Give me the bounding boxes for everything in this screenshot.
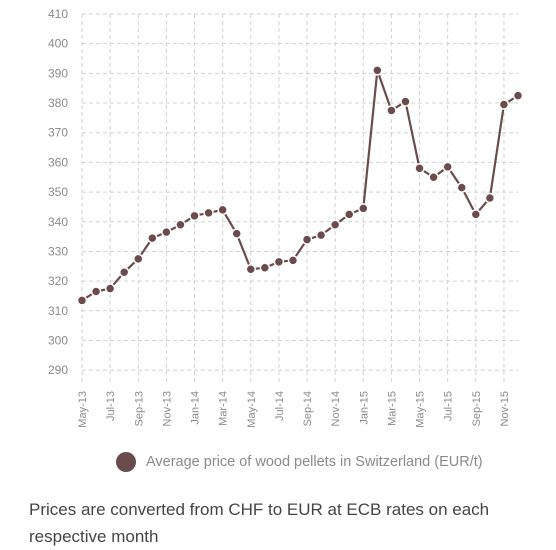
line-chart: 290300310320330340350360370380390400410 … [48,7,524,428]
x-tick-label: Jan-15 [358,391,370,425]
x-tick-label: Sep-14 [302,391,314,426]
data-point [104,283,116,294]
y-tick-label: 300 [48,333,68,347]
data-point [428,171,439,183]
x-tick-label: May-15 [415,391,427,428]
x-tick-label: May-13 [77,391,89,428]
series-line [81,69,519,302]
x-tick-label: Nov-14 [330,391,342,426]
data-point [203,207,214,219]
data-point [161,226,172,238]
data-point [315,229,327,241]
data-point [512,90,524,101]
data-point [90,286,102,297]
data-point [259,262,271,274]
x-tick-label: Jul-13 [105,391,117,421]
data-point [414,163,425,174]
legend: Average price of wood pellets in Switzer… [116,452,483,472]
x-axis-ticks: May-13 Jul-13 Sep-13 Nov-13 Jan-14 Mar-14 May-… [77,391,511,428]
data-point [231,228,242,239]
y-tick-label: 390 [48,66,68,80]
x-tick-label: Jul-15 [443,391,455,421]
data-point [470,209,482,220]
data-point [301,234,313,245]
data-point [456,182,467,193]
data-point [498,99,510,110]
data-point [147,232,158,244]
series-points [76,65,524,306]
x-tick-label: Jul-14 [274,391,286,421]
series-line-path [81,69,519,302]
grid [81,13,518,385]
chart-caption: Prices are converted from CHF to EUR at … [29,500,490,546]
legend-marker [116,452,136,472]
x-tick-label: May-14 [246,391,258,428]
y-tick-label: 320 [48,274,68,288]
data-point [287,255,299,266]
data-point [329,219,341,230]
y-axis-ticks: 290 300 310 320 330 340 350 360 370 380 390 400 410 [48,7,68,377]
y-tick-label: 310 [48,304,68,318]
y-tick-label: 370 [48,126,68,140]
x-tick-label: Sep-15 [471,391,483,426]
y-tick-label: 380 [48,96,68,110]
data-point [189,210,200,222]
x-tick-label: Nov-13 [161,391,173,426]
y-tick-label: 340 [48,215,68,229]
data-point [484,192,496,204]
y-tick-label: 360 [48,155,68,169]
data-point [386,105,397,116]
y-tick-label: 330 [48,244,68,258]
data-point [358,203,369,214]
data-point [442,161,453,173]
x-tick-label: Mar-15 [386,391,398,426]
x-tick-label: Sep-13 [133,391,145,426]
y-tick-label: 400 [48,37,68,51]
y-tick-label: 350 [48,185,68,199]
y-tick-label: 290 [48,363,68,377]
data-point [133,253,144,265]
legend-label: Average price of wood pellets in Switzer… [146,454,483,470]
data-point [400,96,411,107]
data-point [76,295,88,306]
y-tick-label: 410 [48,7,68,21]
data-point [217,204,228,216]
x-tick-label: Nov-15 [499,391,511,426]
x-tick-label: Jan-14 [190,391,202,425]
x-tick-label: Mar-14 [218,391,230,426]
data-point [273,256,285,268]
data-point [372,65,383,76]
data-point [118,266,130,278]
data-point [245,263,257,275]
data-point [175,219,186,230]
data-point [343,209,355,220]
